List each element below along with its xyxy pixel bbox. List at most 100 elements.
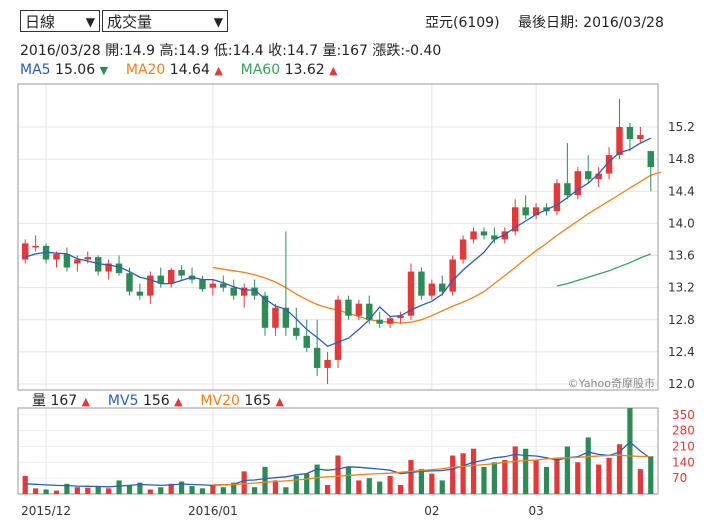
volume-bar — [220, 487, 226, 494]
candle — [293, 307, 300, 340]
candle-body — [584, 171, 592, 180]
volume-bar — [460, 453, 466, 494]
candle-body — [251, 287, 258, 296]
candle — [532, 203, 540, 220]
candle-body — [230, 287, 237, 296]
candle-body — [261, 295, 269, 328]
volume-bar — [137, 482, 143, 494]
candle — [376, 311, 383, 328]
ma20-line — [212, 171, 662, 324]
legend-ma60-label: MA60 — [240, 62, 281, 78]
candle-body — [491, 235, 498, 240]
candle-body — [240, 287, 248, 296]
candle-body — [74, 259, 81, 264]
watermark: ©Yahoo奇摩股市 — [568, 376, 655, 390]
candle-body — [512, 207, 519, 232]
candle-body — [355, 303, 363, 316]
candle-body — [220, 283, 227, 288]
date-axis-ticks: 2015/12 2016/01 02 03 — [21, 504, 544, 518]
candle — [21, 239, 29, 264]
candle-body — [574, 171, 582, 196]
candle-body — [272, 307, 279, 328]
volume-bar — [74, 487, 80, 494]
volume-bar — [429, 473, 435, 494]
arrow-up-icon: ▲ — [81, 395, 91, 408]
candle — [449, 255, 456, 296]
volume-bar — [210, 484, 216, 494]
candle — [199, 275, 206, 292]
date-tick-label: 2016/01 — [188, 504, 238, 518]
candle — [32, 235, 39, 252]
candle — [553, 179, 561, 216]
candle — [282, 231, 290, 336]
price-tick-label: 13.2 — [668, 281, 695, 295]
volume-bar — [491, 462, 497, 494]
candle — [209, 279, 217, 296]
candle-body — [532, 207, 540, 216]
price-tick-label: 13.6 — [668, 249, 695, 263]
candle — [105, 259, 112, 280]
ma60-line — [556, 253, 652, 287]
price-tick-label: 12.4 — [668, 345, 695, 359]
ma5-series — [25, 137, 652, 348]
legend-mv20-value: 165 — [244, 393, 272, 409]
volume-bar — [43, 489, 49, 494]
volume-bar — [356, 480, 362, 494]
candle-body — [345, 299, 352, 316]
volume-bar — [53, 490, 60, 494]
candle-body — [157, 275, 164, 284]
candle — [115, 255, 123, 276]
volume-bar — [502, 460, 508, 494]
stock-name: 亞元(6109) — [425, 15, 500, 31]
period-select[interactable]: 日線 ▼ — [20, 10, 100, 32]
volume-bar — [64, 483, 70, 494]
volume-bar — [189, 486, 195, 494]
candle-body — [459, 239, 467, 260]
candle — [439, 275, 446, 296]
candle-body — [313, 347, 321, 368]
legend-ma20-label: MA20 — [125, 62, 166, 78]
candle-body — [407, 271, 415, 316]
volume-bar — [533, 460, 539, 494]
indicator-select[interactable]: 成交量 ▼ — [102, 10, 228, 32]
last-date: 最後日期: 2016/03/28 — [518, 15, 664, 31]
volume-bar — [335, 455, 341, 494]
price-tick-label: 14.8 — [668, 152, 695, 166]
volume-bar — [116, 480, 122, 494]
volume-bar — [126, 484, 133, 494]
candle — [501, 227, 509, 244]
volume-bar — [251, 487, 258, 494]
candle — [605, 147, 613, 180]
volume-bar — [616, 444, 623, 494]
volume-bar — [397, 484, 404, 494]
volume-bar — [543, 466, 550, 494]
candle — [334, 295, 342, 368]
volume-bars — [22, 408, 654, 494]
volume-bar — [168, 483, 174, 494]
arrow-up-icon: ▲ — [214, 64, 223, 77]
candle-body — [136, 291, 144, 296]
candle — [303, 319, 310, 352]
ma20-series — [212, 171, 662, 324]
candle-body — [303, 335, 310, 348]
volume-bar — [512, 446, 518, 494]
volume-ma-lines — [25, 441, 652, 488]
candle — [345, 295, 352, 320]
candle — [637, 127, 644, 144]
candle — [136, 283, 144, 300]
candle-body — [626, 127, 634, 140]
volume-bar — [470, 448, 477, 494]
candle — [42, 243, 50, 264]
candle — [647, 151, 655, 192]
candle-body — [376, 319, 383, 324]
volume-bar — [262, 466, 268, 494]
legend-mv5-label: MV5 — [107, 393, 139, 409]
candle-body — [418, 271, 425, 296]
price-plot-frame — [17, 83, 659, 391]
candle — [230, 279, 237, 300]
candle-body — [334, 299, 342, 360]
legend-ma5: MA5 15.06 ▼ — [20, 62, 113, 78]
candle-body — [480, 231, 488, 236]
candle — [167, 267, 175, 288]
